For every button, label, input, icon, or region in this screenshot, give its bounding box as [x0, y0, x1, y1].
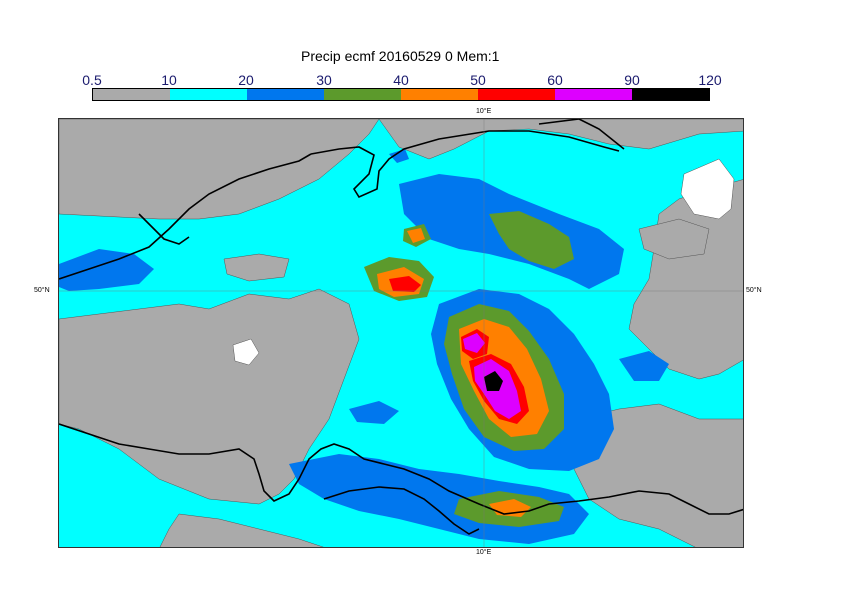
coastline-north: [310, 130, 620, 199]
lon-label-bottom: 10°E: [476, 549, 492, 556]
legend-cell-2: [247, 89, 324, 100]
no-data-center-west: [232, 338, 260, 366]
lat-label-left: 50°N: [34, 287, 50, 294]
red-north-left: [389, 276, 421, 292]
land-north-west: [59, 119, 380, 220]
land-north-central: [378, 119, 743, 160]
border-south: [59, 423, 743, 515]
map-title-text: Precip ecmf 20160529 0 Mem:1: [301, 48, 500, 64]
legend-color-bar: [92, 88, 710, 101]
legend-label-3: 30: [316, 72, 332, 88]
legend-cell-5: [478, 89, 555, 100]
border-west: [59, 153, 312, 280]
green-north-east: [489, 211, 574, 269]
legend-label-7: 90: [624, 72, 640, 88]
legend-cell-0: [93, 89, 170, 100]
land-south-east: [573, 403, 743, 547]
legend-cell-1: [170, 89, 247, 100]
legend-label-1: 10: [161, 72, 177, 88]
border-south-coast: [323, 486, 480, 535]
legend-label-6: 60: [547, 72, 563, 88]
land-north-east-patch: [638, 218, 710, 260]
black-peak: [484, 371, 503, 391]
blue-east-blob: [619, 351, 669, 381]
blue-west-band: [59, 249, 154, 291]
orange-north-small: [407, 228, 425, 243]
blue-sw-blob: [349, 401, 399, 424]
legend-label-8: 120: [698, 72, 722, 88]
legend-label-2: 20: [238, 72, 254, 88]
legend-label-5: 50: [470, 72, 486, 88]
legend-cell-6: [555, 89, 632, 100]
blue-north-small: [389, 149, 409, 163]
precip-map-svg: [59, 119, 743, 547]
no-data-east: [680, 158, 735, 220]
lon-label-top: 10°E: [476, 108, 492, 115]
precip-map: [58, 118, 744, 548]
magenta-upper: [463, 333, 485, 353]
land-west-south: [59, 288, 360, 505]
legend-cell-3: [324, 89, 401, 100]
lat-label-right: 50°N: [746, 287, 762, 294]
border-west-lower: [138, 213, 190, 245]
land-south-west-coast: [159, 513, 324, 547]
legend-label-0: 0.5: [82, 72, 102, 88]
legend-label-4: 40: [393, 72, 409, 88]
land-mid-west-patch: [223, 253, 290, 282]
color-legend: 0.5 10 20 30 40 50 60 90 120: [0, 0, 842, 110]
legend-cell-7: [632, 89, 709, 100]
legend-cell-4: [401, 89, 478, 100]
border-north-east: [538, 119, 625, 150]
